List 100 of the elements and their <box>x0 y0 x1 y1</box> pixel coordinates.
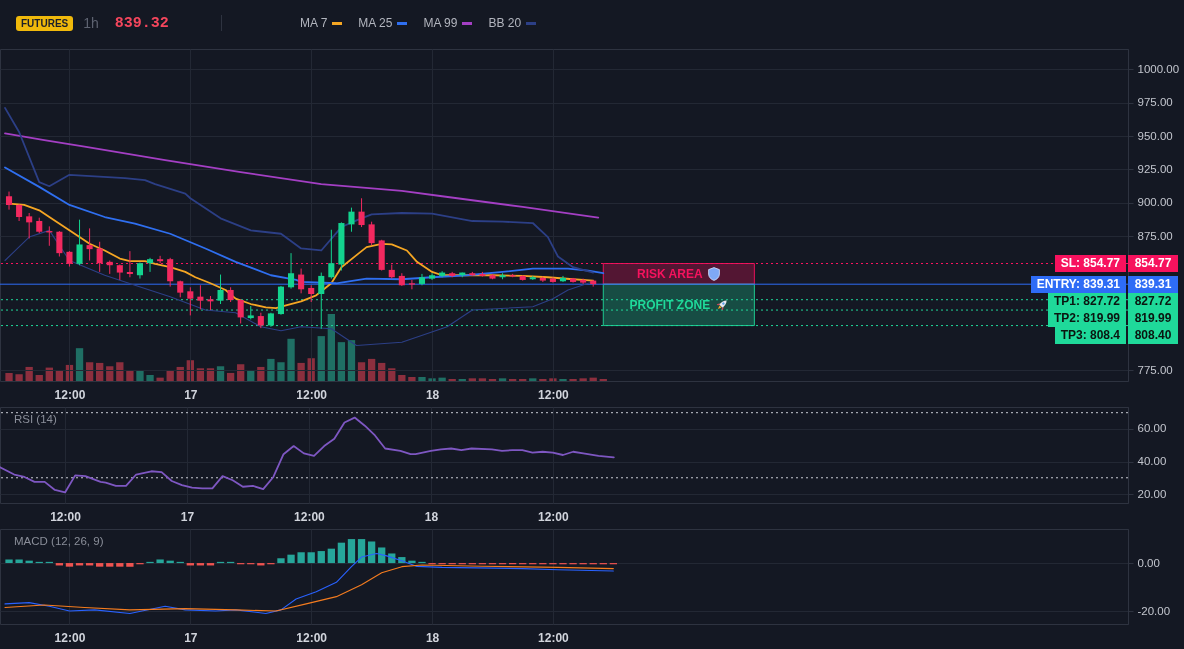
ref-line-label: TP3: 808.4 <box>1054 326 1126 344</box>
bar <box>116 362 124 381</box>
x-tick-label: 12:00 <box>54 630 86 645</box>
bar <box>317 551 325 564</box>
candlestick <box>368 221 375 246</box>
x-tick-label: 17 <box>184 630 198 645</box>
bar <box>297 362 305 381</box>
text: 808.40 <box>1128 326 1178 344</box>
candlestick <box>197 284 204 310</box>
text: FUTURES <box>16 15 74 31</box>
bar <box>539 378 547 381</box>
bar <box>458 378 466 381</box>
candlestick <box>559 275 567 283</box>
bar <box>367 358 376 381</box>
bar <box>15 559 23 564</box>
bar <box>337 342 346 381</box>
bar <box>277 362 285 381</box>
text: 839.31 <box>1128 275 1178 293</box>
bar <box>559 378 567 381</box>
x-tick-label: 18 <box>425 630 440 645</box>
bar <box>297 552 305 564</box>
bar <box>498 378 507 381</box>
candlestick <box>5 191 13 211</box>
candlestick <box>76 219 83 266</box>
x-tick-label: 12:00 <box>538 387 570 402</box>
ref-line-label: TP1: 827.72 <box>1047 292 1126 310</box>
x-tick-label: 18 <box>424 509 439 524</box>
candlestick <box>298 268 305 294</box>
y-tick-label: 60.00 <box>1137 422 1167 435</box>
bar <box>166 370 174 381</box>
bar <box>327 314 335 381</box>
x-tick-label: 12:00 <box>537 509 569 524</box>
text: 854.77 <box>1128 255 1178 272</box>
bar <box>146 374 154 381</box>
bar <box>327 548 335 564</box>
y-tick-label: -20.00 <box>1137 604 1171 617</box>
bar <box>579 378 587 381</box>
bar <box>247 370 255 381</box>
bar <box>317 336 325 381</box>
candlestick <box>96 241 103 273</box>
ref-line-label: TP2: 819.99 <box>1047 309 1126 327</box>
bar <box>75 348 84 381</box>
bar <box>388 368 396 381</box>
bar <box>438 377 446 381</box>
candlestick <box>126 250 133 278</box>
bar <box>519 378 527 381</box>
bar <box>488 378 497 381</box>
x-tick-label: 12:00 <box>54 387 86 402</box>
bar <box>337 542 346 564</box>
bar <box>287 554 295 564</box>
candlestick <box>358 197 365 228</box>
legend-label: MA 25 <box>358 16 393 30</box>
bar <box>347 539 356 564</box>
bar <box>448 378 456 381</box>
bar <box>367 541 376 564</box>
bar <box>55 370 64 381</box>
legend-label: MA 7 <box>300 16 328 30</box>
legend-label: MA 99 <box>423 16 458 30</box>
x-tick-label: 12:00 <box>50 509 82 524</box>
bar <box>65 563 74 567</box>
y-tick-label: 20.00 <box>1137 487 1167 500</box>
bar <box>237 364 245 381</box>
bar <box>96 362 104 381</box>
band-label: RISK AREA <box>637 266 703 281</box>
candlestick <box>408 279 415 290</box>
band-label: PROFIT ZONE <box>629 297 711 312</box>
candlestick <box>157 255 164 264</box>
x-tick-label: 18 <box>425 387 440 402</box>
legend-label: BB 20 <box>488 16 522 30</box>
x-tick-label: 12:00 <box>296 387 328 402</box>
candlestick <box>146 257 154 273</box>
bar <box>277 558 285 564</box>
y-tick-label: 900.00 <box>1137 196 1173 209</box>
y-tick-label: 0.00 <box>1137 556 1160 569</box>
bar <box>156 559 164 564</box>
bar <box>156 377 164 381</box>
candlestick <box>26 212 33 239</box>
bar <box>347 340 356 381</box>
ref-line-label: SL: 854.77 <box>1054 255 1126 272</box>
text: 1h <box>83 15 99 31</box>
candlestick <box>167 257 174 288</box>
bar <box>106 563 114 567</box>
candlestick <box>328 229 335 280</box>
x-tick-label: 12:00 <box>538 630 570 645</box>
bar <box>468 378 476 381</box>
y-tick-label: 1000.00 <box>1137 62 1180 75</box>
bar <box>569 378 577 381</box>
candlestick <box>86 227 93 262</box>
bar <box>408 376 416 381</box>
bar <box>478 378 487 381</box>
chart-title: RSI (14) <box>14 413 57 425</box>
bar <box>5 372 13 381</box>
bar <box>418 376 426 381</box>
candlestick <box>549 276 556 284</box>
text: 839.32 <box>114 14 169 32</box>
text: 819.99 <box>1128 309 1178 327</box>
bar <box>85 362 94 381</box>
bar <box>35 374 43 381</box>
candlestick <box>439 270 446 278</box>
y-tick-label: 975.00 <box>1137 96 1173 109</box>
